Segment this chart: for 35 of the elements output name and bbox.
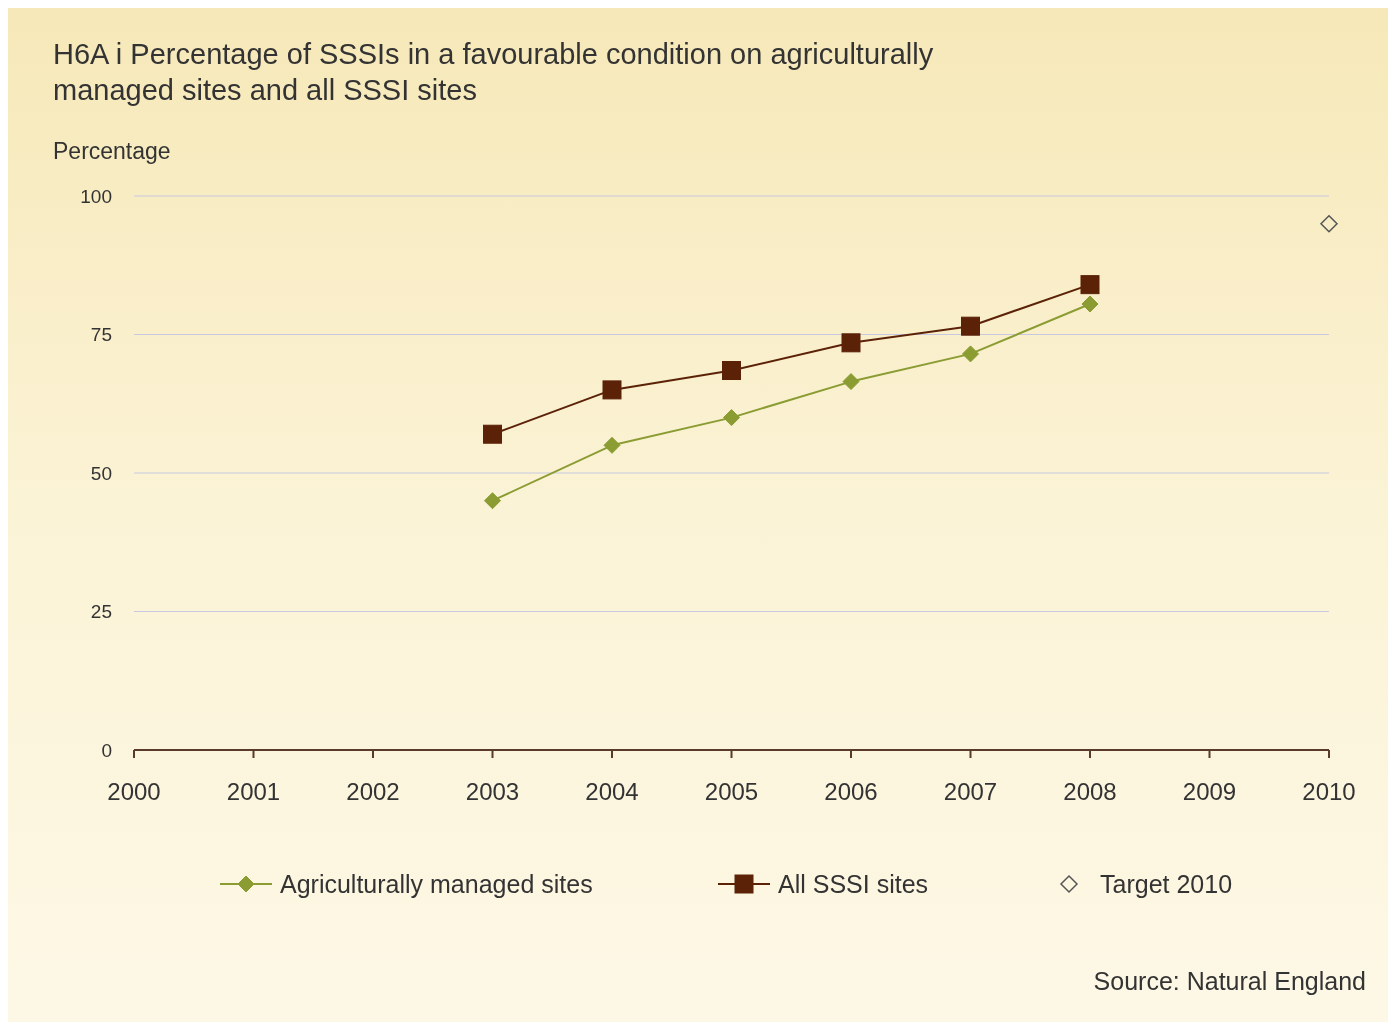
point	[722, 361, 741, 381]
point	[484, 492, 501, 510]
point	[603, 436, 621, 454]
point	[602, 380, 622, 400]
point	[723, 409, 740, 427]
point	[1081, 295, 1099, 313]
chart-title: H6A i Percentage of SSSIs in a favourable condition on agriculturally managed sites and all SSSI sites	[53, 38, 934, 106]
point	[1080, 275, 1100, 295]
legend-label: Target 2010	[1100, 869, 1233, 898]
point	[483, 424, 502, 444]
y-tick-label: 25	[90, 601, 112, 623]
point	[962, 345, 979, 363]
point	[842, 373, 860, 391]
x-tick-label: 2000	[107, 778, 161, 805]
x-tick-label: 2002	[346, 778, 400, 805]
y-tick-label: 0	[101, 739, 112, 761]
x-tick-label: 2001	[226, 778, 281, 805]
y-tick-label: 50	[90, 462, 112, 484]
x-tick-label: 2003	[465, 778, 520, 805]
x-tick-label: 2005	[704, 778, 759, 805]
x-tick-label: 2010	[1302, 778, 1356, 805]
y-tick-label: 75	[90, 324, 112, 346]
point	[961, 316, 980, 336]
x-tick-label: 2006	[824, 778, 878, 805]
x-tick-label: 2009	[1182, 778, 1237, 805]
x-tick-label: 2008	[1063, 778, 1117, 805]
y-tick-label: 100	[80, 185, 112, 207]
source-note: Source: Natural England	[1093, 967, 1366, 995]
legend-label: All SSSI sites	[778, 869, 929, 898]
legend-label: Agriculturally managed sites	[280, 869, 593, 898]
y-axis-title: Percentage	[53, 138, 171, 164]
point	[841, 333, 861, 353]
point	[1320, 214, 1338, 233]
x-tick-label: 2007	[943, 778, 998, 805]
x-tick-label: 2004	[585, 778, 639, 805]
